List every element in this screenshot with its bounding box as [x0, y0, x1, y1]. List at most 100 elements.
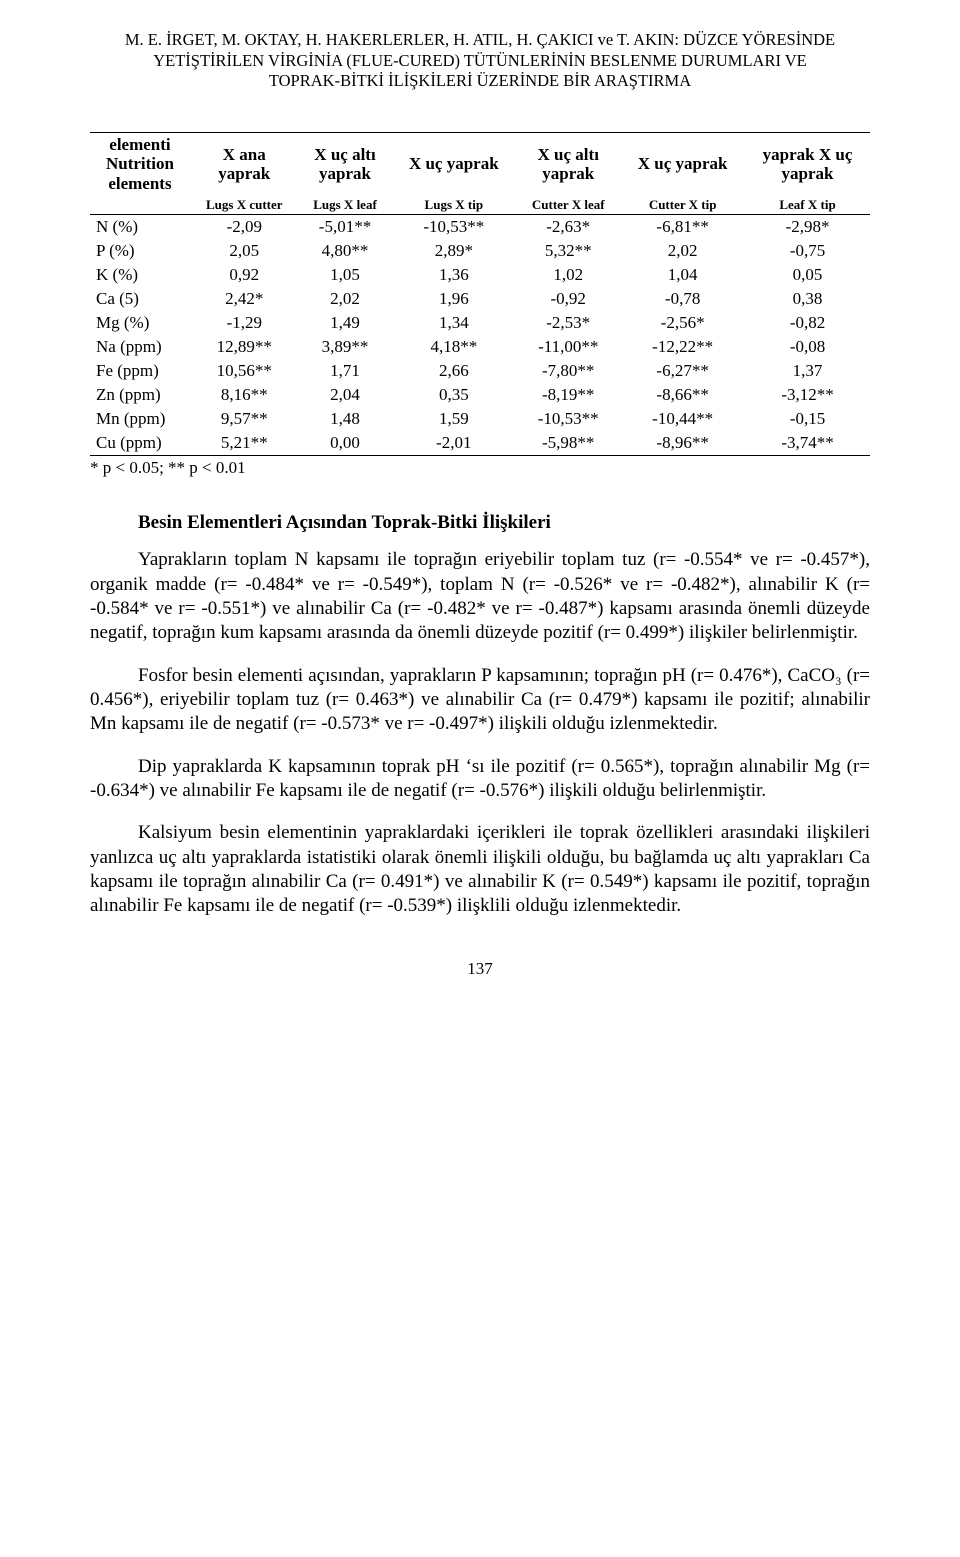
- table-cell: 12,89**: [190, 335, 299, 359]
- table-cell: 1,49: [299, 311, 392, 335]
- table-cell: 1,04: [620, 263, 745, 287]
- row-label: Mn (ppm): [90, 407, 190, 431]
- table-cell: 4,80**: [299, 239, 392, 263]
- table-cell: 2,05: [190, 239, 299, 263]
- running-head-line: TOPRAK-BİTKİ İLİŞKİLERİ ÜZERİNDE BİR ARA…: [90, 71, 870, 92]
- table-cell: -8,19**: [516, 383, 620, 407]
- table-cell: -2,98*: [745, 215, 870, 240]
- col-header: X anayaprak: [190, 132, 299, 195]
- col-header: X uç altıyaprak: [516, 132, 620, 195]
- table-row: N (%)-2,09-5,01**-10,53**-2,63*-6,81**-2…: [90, 215, 870, 240]
- col-subheader: Lugs X cutter: [190, 196, 299, 215]
- col-subheader: Lugs X tip: [391, 196, 516, 215]
- table-body: N (%)-2,09-5,01**-10,53**-2,63*-6,81**-2…: [90, 215, 870, 456]
- table-cell: 1,02: [516, 263, 620, 287]
- table-cell: -5,98**: [516, 431, 620, 456]
- table-cell: 1,36: [391, 263, 516, 287]
- table-cell: -1,29: [190, 311, 299, 335]
- col-header: elementiNutritionelements: [90, 132, 190, 195]
- table-cell: -3,12**: [745, 383, 870, 407]
- table-cell: 1,59: [391, 407, 516, 431]
- table-cell: 1,71: [299, 359, 392, 383]
- table-cell: 1,48: [299, 407, 392, 431]
- table-row: P (%)2,054,80**2,89*5,32**2,02-0,75: [90, 239, 870, 263]
- table-cell: -2,56*: [620, 311, 745, 335]
- table-cell: -10,53**: [516, 407, 620, 431]
- table-cell: -0,75: [745, 239, 870, 263]
- paragraph: Yaprakların toplam N kapsamı ile toprağı…: [90, 548, 870, 645]
- table-cell: -6,81**: [620, 215, 745, 240]
- table-row: Zn (ppm)8,16**2,040,35-8,19**-8,66**-3,1…: [90, 383, 870, 407]
- table-cell: -0,82: [745, 311, 870, 335]
- table-cell: -3,74**: [745, 431, 870, 456]
- col-subheader: Lugs X leaf: [299, 196, 392, 215]
- table-cell: -0,08: [745, 335, 870, 359]
- table-cell: 10,56**: [190, 359, 299, 383]
- table-cell: 2,02: [299, 287, 392, 311]
- table-cell: -8,96**: [620, 431, 745, 456]
- page-number: 137: [90, 959, 870, 979]
- table-row: Cu (ppm)5,21**0,00-2,01-5,98**-8,96**-3,…: [90, 431, 870, 456]
- table-cell: 2,42*: [190, 287, 299, 311]
- correlation-table: elementiNutritionelements X anayaprak X …: [90, 132, 870, 457]
- table-cell: -0,78: [620, 287, 745, 311]
- table-cell: 0,92: [190, 263, 299, 287]
- table-row: Ca (5)2,42*2,021,96-0,92-0,780,38: [90, 287, 870, 311]
- table-cell: 2,89*: [391, 239, 516, 263]
- running-head: M. E. İRGET, M. OKTAY, H. HAKERLERLER, H…: [90, 30, 870, 92]
- table-cell: -6,27**: [620, 359, 745, 383]
- paragraph: Fosfor besin elementi açısından, yaprakl…: [90, 664, 870, 737]
- row-label: Mg (%): [90, 311, 190, 335]
- table-footnote: * p < 0.05; ** p < 0.01: [90, 458, 870, 478]
- table-cell: 1,96: [391, 287, 516, 311]
- table-row: K (%)0,921,051,361,021,040,05: [90, 263, 870, 287]
- section-title: Besin Elementleri Açısından Toprak-Bitki…: [90, 512, 870, 534]
- table-cell: -2,09: [190, 215, 299, 240]
- table-cell: -0,92: [516, 287, 620, 311]
- col-header: yaprak X uçyaprak: [745, 132, 870, 195]
- row-label: Na (ppm): [90, 335, 190, 359]
- paragraph: Dip yapraklarda K kapsamının toprak pH ‘…: [90, 755, 870, 804]
- table-header-row-b: Lugs X cutter Lugs X leaf Lugs X tip Cut…: [90, 196, 870, 215]
- table-row: Mg (%)-1,291,491,34-2,53*-2,56*-0,82: [90, 311, 870, 335]
- table-row: Mn (ppm)9,57**1,481,59-10,53**-10,44**-0…: [90, 407, 870, 431]
- row-label: K (%): [90, 263, 190, 287]
- row-label: P (%): [90, 239, 190, 263]
- table-cell: 1,34: [391, 311, 516, 335]
- table-cell: -10,44**: [620, 407, 745, 431]
- col-subheader: [90, 196, 190, 215]
- table-row: Fe (ppm)10,56**1,712,66-7,80**-6,27**1,3…: [90, 359, 870, 383]
- table-cell: -10,53**: [391, 215, 516, 240]
- paragraph: Kalsiyum besin elementinin yapraklardaki…: [90, 821, 870, 918]
- table-cell: -8,66**: [620, 383, 745, 407]
- table-cell: -5,01**: [299, 215, 392, 240]
- col-subheader: Leaf X tip: [745, 196, 870, 215]
- table-cell: -2,01: [391, 431, 516, 456]
- table-cell: 8,16**: [190, 383, 299, 407]
- running-head-line: M. E. İRGET, M. OKTAY, H. HAKERLERLER, H…: [90, 30, 870, 51]
- table-cell: -2,53*: [516, 311, 620, 335]
- row-label: N (%): [90, 215, 190, 240]
- table-cell: 5,32**: [516, 239, 620, 263]
- table-cell: 0,00: [299, 431, 392, 456]
- table-cell: -7,80**: [516, 359, 620, 383]
- col-subheader: Cutter X leaf: [516, 196, 620, 215]
- table-cell: -2,63*: [516, 215, 620, 240]
- col-header: X uç yaprak: [391, 132, 516, 195]
- table-cell: -0,15: [745, 407, 870, 431]
- row-label: Fe (ppm): [90, 359, 190, 383]
- table-cell: 3,89**: [299, 335, 392, 359]
- table-cell: 1,05: [299, 263, 392, 287]
- table-cell: 0,05: [745, 263, 870, 287]
- table-cell: 0,35: [391, 383, 516, 407]
- table-cell: 2,02: [620, 239, 745, 263]
- table-cell: 1,37: [745, 359, 870, 383]
- table-cell: 2,66: [391, 359, 516, 383]
- row-label: Cu (ppm): [90, 431, 190, 456]
- table-cell: 9,57**: [190, 407, 299, 431]
- table-cell: 5,21**: [190, 431, 299, 456]
- col-subheader: Cutter X tip: [620, 196, 745, 215]
- table-cell: 4,18**: [391, 335, 516, 359]
- page: M. E. İRGET, M. OKTAY, H. HAKERLERLER, H…: [0, 0, 960, 1019]
- row-label: Ca (5): [90, 287, 190, 311]
